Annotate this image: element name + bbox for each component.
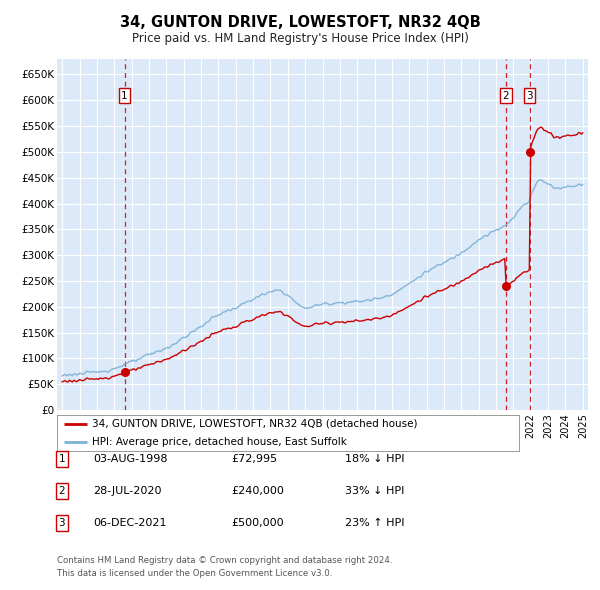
Text: 3: 3 bbox=[58, 518, 65, 527]
Text: 2: 2 bbox=[58, 486, 65, 496]
Text: 03-AUG-1998: 03-AUG-1998 bbox=[93, 454, 167, 464]
Text: 1: 1 bbox=[58, 454, 65, 464]
Text: 1: 1 bbox=[121, 91, 128, 101]
Text: £500,000: £500,000 bbox=[231, 518, 284, 527]
Text: 28-JUL-2020: 28-JUL-2020 bbox=[93, 486, 161, 496]
Text: Price paid vs. HM Land Registry's House Price Index (HPI): Price paid vs. HM Land Registry's House … bbox=[131, 32, 469, 45]
Text: Contains HM Land Registry data © Crown copyright and database right 2024.: Contains HM Land Registry data © Crown c… bbox=[57, 556, 392, 565]
Text: 33% ↓ HPI: 33% ↓ HPI bbox=[345, 486, 404, 496]
Text: This data is licensed under the Open Government Licence v3.0.: This data is licensed under the Open Gov… bbox=[57, 569, 332, 578]
Text: HPI: Average price, detached house, East Suffolk: HPI: Average price, detached house, East… bbox=[92, 437, 347, 447]
Text: 3: 3 bbox=[526, 91, 533, 101]
Text: 06-DEC-2021: 06-DEC-2021 bbox=[93, 518, 167, 527]
Text: 23% ↑ HPI: 23% ↑ HPI bbox=[345, 518, 404, 527]
Text: 34, GUNTON DRIVE, LOWESTOFT, NR32 4QB (detached house): 34, GUNTON DRIVE, LOWESTOFT, NR32 4QB (d… bbox=[92, 419, 417, 429]
Text: 2: 2 bbox=[503, 91, 509, 101]
Text: £240,000: £240,000 bbox=[231, 486, 284, 496]
Text: 34, GUNTON DRIVE, LOWESTOFT, NR32 4QB: 34, GUNTON DRIVE, LOWESTOFT, NR32 4QB bbox=[119, 15, 481, 30]
Text: 18% ↓ HPI: 18% ↓ HPI bbox=[345, 454, 404, 464]
Text: £72,995: £72,995 bbox=[231, 454, 277, 464]
